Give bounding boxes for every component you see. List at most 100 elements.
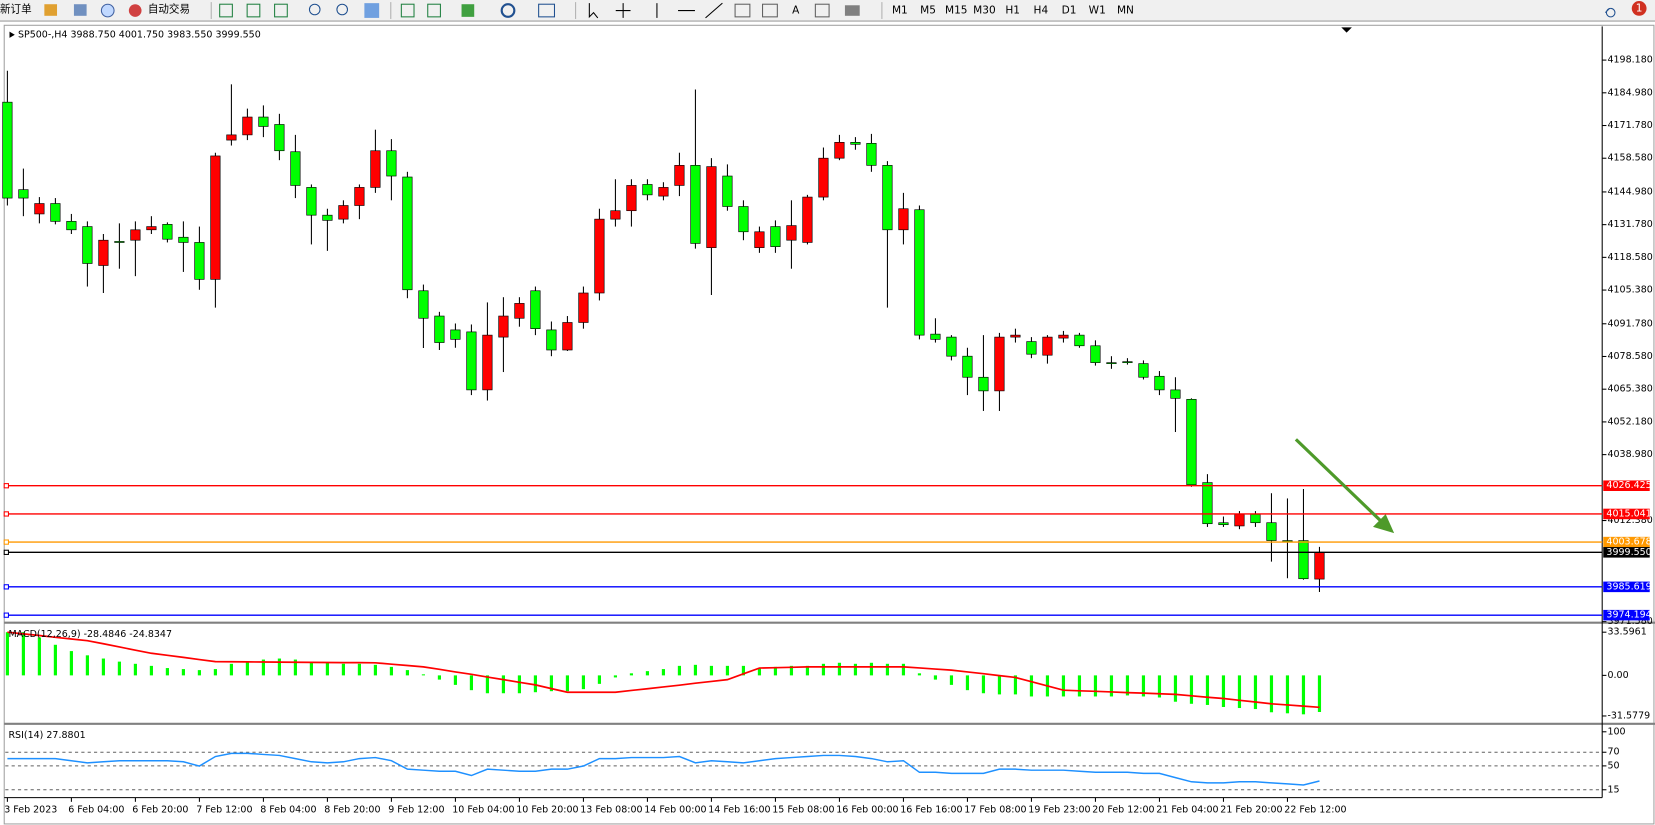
candle-body [498,315,509,338]
icon[interactable] [538,3,556,18]
timeframe-button[interactable]: MN [1117,5,1134,17]
x-tick-label: 22 Feb 12:00 [1284,805,1346,816]
candle-body [1090,345,1101,363]
histogram-bar [325,662,329,676]
level-handle [3,584,9,590]
candle-body [34,203,45,215]
timeframe-button[interactable]: M15 [945,5,968,17]
icon[interactable] [400,3,415,18]
icon[interactable] [219,3,233,18]
histogram-bar [117,661,121,676]
candle-body [770,226,781,247]
histogram-bar [5,632,9,676]
label-tool[interactable] [814,3,830,18]
candle-body [1234,513,1245,527]
x-tick-label: 13 Feb 08:00 [580,805,642,816]
arrows-tool[interactable] [844,5,860,16]
trendline-tool[interactable] [705,2,723,19]
timeframe-button[interactable]: M30 [973,5,996,17]
histogram-bar [853,663,858,676]
histogram-bar [517,675,522,694]
auto-trading-button[interactable]: 自动交易 [148,2,190,15]
histogram-bar [981,675,986,694]
candle-body [642,184,653,196]
y-tick-label: 0.00 [1607,670,1628,681]
search-icon[interactable] [1604,7,1616,18]
histogram-bar [789,665,794,676]
icon[interactable] [427,3,441,18]
timeframe-button[interactable]: D1 [1062,5,1077,17]
icon[interactable] [73,4,87,16]
timeframe-button[interactable]: H1 [1005,5,1020,17]
auto-trading-icon[interactable] [128,4,142,17]
zoom-out[interactable] [336,3,349,16]
candle-body [386,150,397,177]
icon[interactable] [100,3,115,18]
candle-body [194,242,205,280]
y-tick-label: 4118.580 [1607,252,1652,263]
histogram-bar [741,665,746,676]
y-tick-label: 4012.380 [1607,515,1652,526]
icon[interactable] [44,4,58,16]
cursor-tool[interactable] [588,3,599,19]
candle-body [850,142,861,145]
candle-body [1138,363,1149,378]
zoom-in[interactable] [308,3,321,16]
candle-body [1074,334,1085,347]
candle-body [1186,398,1197,486]
y-tick-label: 50 [1607,760,1619,771]
price-level-box [1603,508,1650,520]
candle-body [834,142,845,159]
new-order-button[interactable]: 新订单 [0,2,32,15]
histogram-bar [1029,675,1034,697]
y-tick-label: 4131.780 [1607,219,1652,230]
text-tool[interactable]: A [792,5,800,17]
candle-body [818,157,829,198]
candle-body [290,151,301,186]
icon[interactable] [364,3,380,18]
x-tick-label: 3 Feb 2023 [4,805,57,816]
candle-body [882,165,893,231]
candle-body [786,225,797,241]
shift-marker [1341,27,1352,33]
candle-body [2,101,13,199]
candle-body [226,134,237,141]
notification-badge[interactable] [1631,1,1647,16]
channel-tool[interactable] [734,3,751,18]
histogram-bar [661,669,666,676]
x-tick-label: 7 Feb 12:00 [196,805,252,816]
timeframe-button[interactable]: H4 [1034,5,1049,17]
histogram-bar [821,663,826,676]
candle-body [1250,513,1261,524]
notification-count: 1 [1636,2,1643,14]
candle-body [738,206,749,233]
histogram-bar [949,675,954,685]
histogram-bar [1237,675,1242,709]
timeframe-button[interactable]: W1 [1089,5,1106,17]
y-tick-label: 4078.580 [1607,351,1652,362]
icon[interactable] [246,3,261,18]
price-level-box [1603,547,1650,558]
x-tick-label: 10 Feb 04:00 [452,805,514,816]
icon[interactable] [500,3,516,18]
histogram-bar [213,669,217,676]
candle-body [578,292,589,323]
icon[interactable] [461,4,475,17]
icon[interactable] [274,3,288,18]
timeframe-button[interactable]: M5 [920,5,936,17]
timeframe-button[interactable]: M1 [892,5,908,17]
histogram-bar [261,659,265,676]
y-tick-label: 4198.180 [1607,55,1652,66]
histogram-bar [37,637,41,676]
fibo-tool[interactable] [762,3,778,18]
histogram-bar [597,675,602,684]
histogram-bar [677,665,682,676]
candle-body [802,196,813,243]
crosshair-tool[interactable] [615,3,631,18]
x-tick-label: 17 Feb 08:00 [964,805,1026,816]
candle-body [514,303,525,319]
x-tick-label: 21 Feb 20:00 [1220,805,1282,816]
y-tick-label: 33.5961 [1607,627,1646,638]
